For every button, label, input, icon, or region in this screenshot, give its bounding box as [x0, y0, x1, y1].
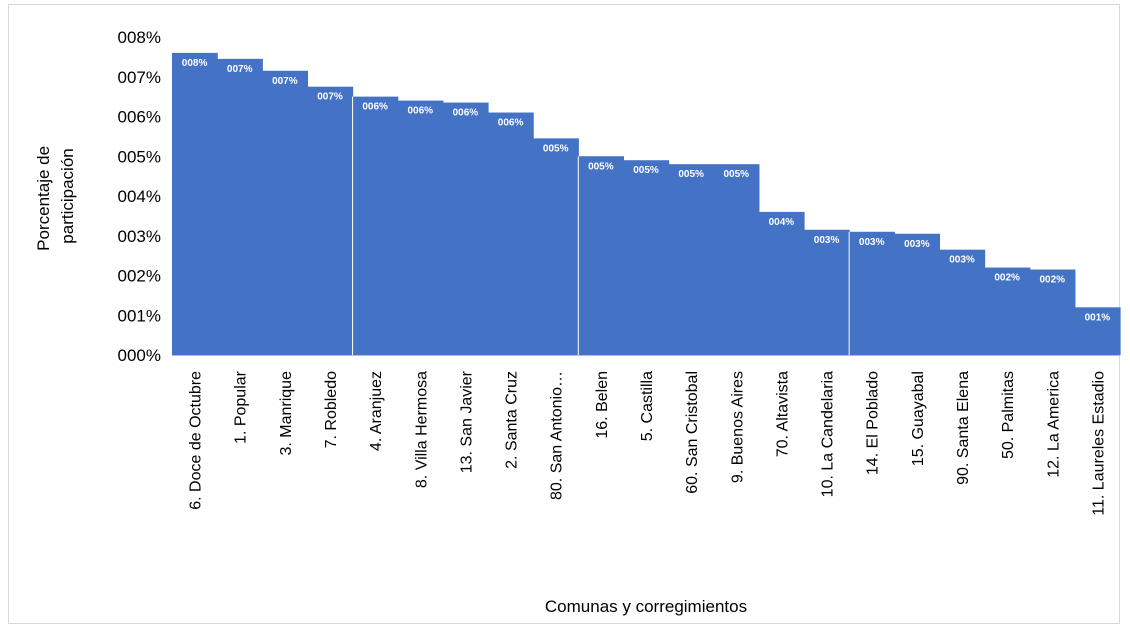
category-label: 14. El Poblado	[865, 371, 882, 475]
y-axis-title: Porcentaje de participación	[34, 141, 77, 251]
category-label: 16. Belen	[594, 371, 611, 439]
data-label: 006%	[498, 118, 524, 129]
data-label: 008%	[182, 58, 208, 69]
bar	[488, 112, 534, 356]
y-tick-label: 004%	[118, 187, 161, 206]
bar	[1074, 307, 1121, 355]
category-label: 3. Manrique	[278, 371, 295, 456]
data-label: 003%	[814, 235, 840, 246]
data-label: 001%	[1085, 312, 1111, 323]
category-label: 6. Doce de Octubre	[188, 371, 205, 510]
separators-group	[352, 96, 850, 355]
category-label: 10. La Candelaria	[820, 371, 837, 497]
y-tick-label: 006%	[118, 108, 161, 127]
category-label: 5. Castilla	[639, 371, 656, 441]
data-label: 005%	[678, 169, 704, 180]
data-label: 003%	[859, 237, 885, 248]
bar	[442, 102, 489, 356]
category-label: 80. San Antonio…	[549, 371, 566, 500]
y-tick-label: 002%	[118, 267, 161, 286]
bar	[217, 58, 263, 356]
data-labels-group: 008% 007% 007% 007% 006% 006% 006% 006% 005% 005%…	[182, 58, 1111, 323]
y-tick-label: 003%	[118, 227, 161, 246]
data-label: 006%	[362, 102, 388, 113]
chart-frame: 008% 007% 007% 007% 006% 006% 006% 006% 005% 005%…	[8, 4, 1121, 624]
category-label: 12. La America	[1045, 371, 1062, 478]
data-label: 005%	[633, 165, 659, 176]
bar	[804, 229, 850, 355]
data-label: 005%	[543, 143, 569, 154]
data-label: 005%	[588, 161, 614, 172]
data-label: 003%	[949, 255, 975, 266]
y-axis-title-line-2: participación	[58, 148, 77, 243]
data-label: 003%	[904, 239, 930, 250]
data-label: 004%	[769, 217, 795, 228]
data-label: 007%	[272, 76, 298, 87]
bar	[578, 156, 625, 355]
category-label: 11. Laureles Estadio	[1090, 371, 1107, 516]
x-axis-title: Comunas y corregimientos	[545, 597, 747, 616]
category-label: 50. Palmitas	[1000, 371, 1017, 459]
bar	[397, 100, 444, 355]
y-axis-title-line-1: Porcentaje de	[34, 146, 53, 251]
bar	[352, 96, 399, 355]
data-label: 006%	[453, 108, 479, 119]
y-tick-label: 008%	[118, 28, 161, 47]
y-axis-ticks: 000% 001% 002% 003% 004% 005% 006% 007% 008%	[118, 28, 161, 365]
category-label: 13. San Javier	[458, 370, 475, 473]
bar	[1029, 269, 1076, 355]
bar	[172, 52, 218, 356]
category-label: 70. Altavista	[774, 371, 791, 457]
bar	[623, 160, 670, 355]
y-tick-label: 007%	[118, 68, 161, 87]
data-label: 002%	[1039, 275, 1065, 286]
bar	[894, 233, 941, 355]
bar	[713, 164, 760, 355]
data-label: 002%	[994, 273, 1020, 284]
category-label: 15. Guayabal	[910, 371, 927, 466]
data-label: 006%	[407, 106, 433, 117]
bar	[849, 231, 895, 355]
bar	[668, 164, 715, 355]
data-label: 005%	[723, 169, 749, 180]
data-label: 007%	[317, 92, 343, 103]
bar	[758, 211, 805, 355]
category-label: 7. Robledo	[323, 371, 340, 448]
bar	[939, 249, 986, 355]
data-label: 007%	[227, 64, 253, 75]
category-label: 90. Santa Elena	[955, 371, 972, 485]
category-label: 2. Santa Cruz	[504, 371, 521, 469]
y-tick-label: 001%	[118, 306, 161, 325]
category-label: 9. Buenos Aires	[729, 371, 746, 483]
x-axis-ticks: 6. Doce de Octubre 1. Popular 3. Manrique 7…	[188, 370, 1108, 515]
category-label: 1. Popular	[233, 370, 250, 444]
category-label: 8. Villa Hermosa	[413, 371, 430, 488]
category-label: 60. San Cristobal	[684, 371, 701, 494]
category-label: 4. Aranjuez	[368, 371, 385, 451]
bar	[533, 138, 579, 355]
bar	[984, 267, 1031, 355]
y-tick-label: 000%	[118, 346, 161, 365]
bars-group	[172, 52, 1121, 356]
bar	[307, 86, 354, 355]
bar	[262, 70, 309, 355]
y-tick-label: 005%	[118, 147, 161, 166]
bar-chart: 008% 007% 007% 007% 006% 006% 006% 006% 005% 005%…	[34, 28, 1121, 616]
